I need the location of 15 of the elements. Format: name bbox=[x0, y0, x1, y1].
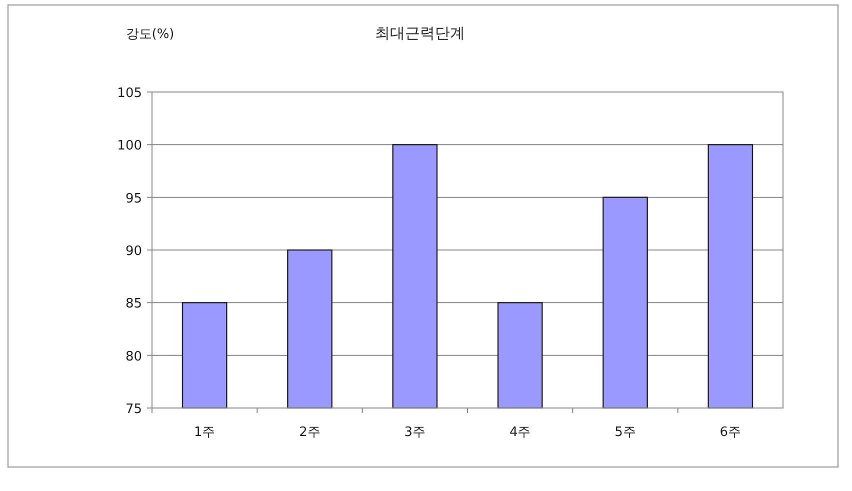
y-tick-label: 105 bbox=[117, 86, 142, 101]
y-tick-label: 95 bbox=[125, 191, 142, 206]
chart-title: 최대근력단계 bbox=[375, 24, 465, 42]
y-tick-label: 75 bbox=[125, 402, 142, 417]
y-axis-title: 강도(%) bbox=[126, 27, 174, 42]
x-tick-label: 5주 bbox=[614, 425, 636, 440]
x-tick-label: 4주 bbox=[509, 425, 531, 440]
x-tick-label: 1주 bbox=[194, 425, 216, 440]
y-tick-label: 100 bbox=[117, 138, 142, 154]
y-tick-label: 85 bbox=[125, 296, 142, 312]
y-tick-label: 90 bbox=[125, 244, 142, 259]
x-tick-label: 6주 bbox=[720, 425, 742, 440]
y-tick-label: 80 bbox=[125, 349, 142, 364]
x-tick-label: 3주 bbox=[404, 425, 426, 440]
x-tick-label: 2주 bbox=[299, 425, 320, 440]
